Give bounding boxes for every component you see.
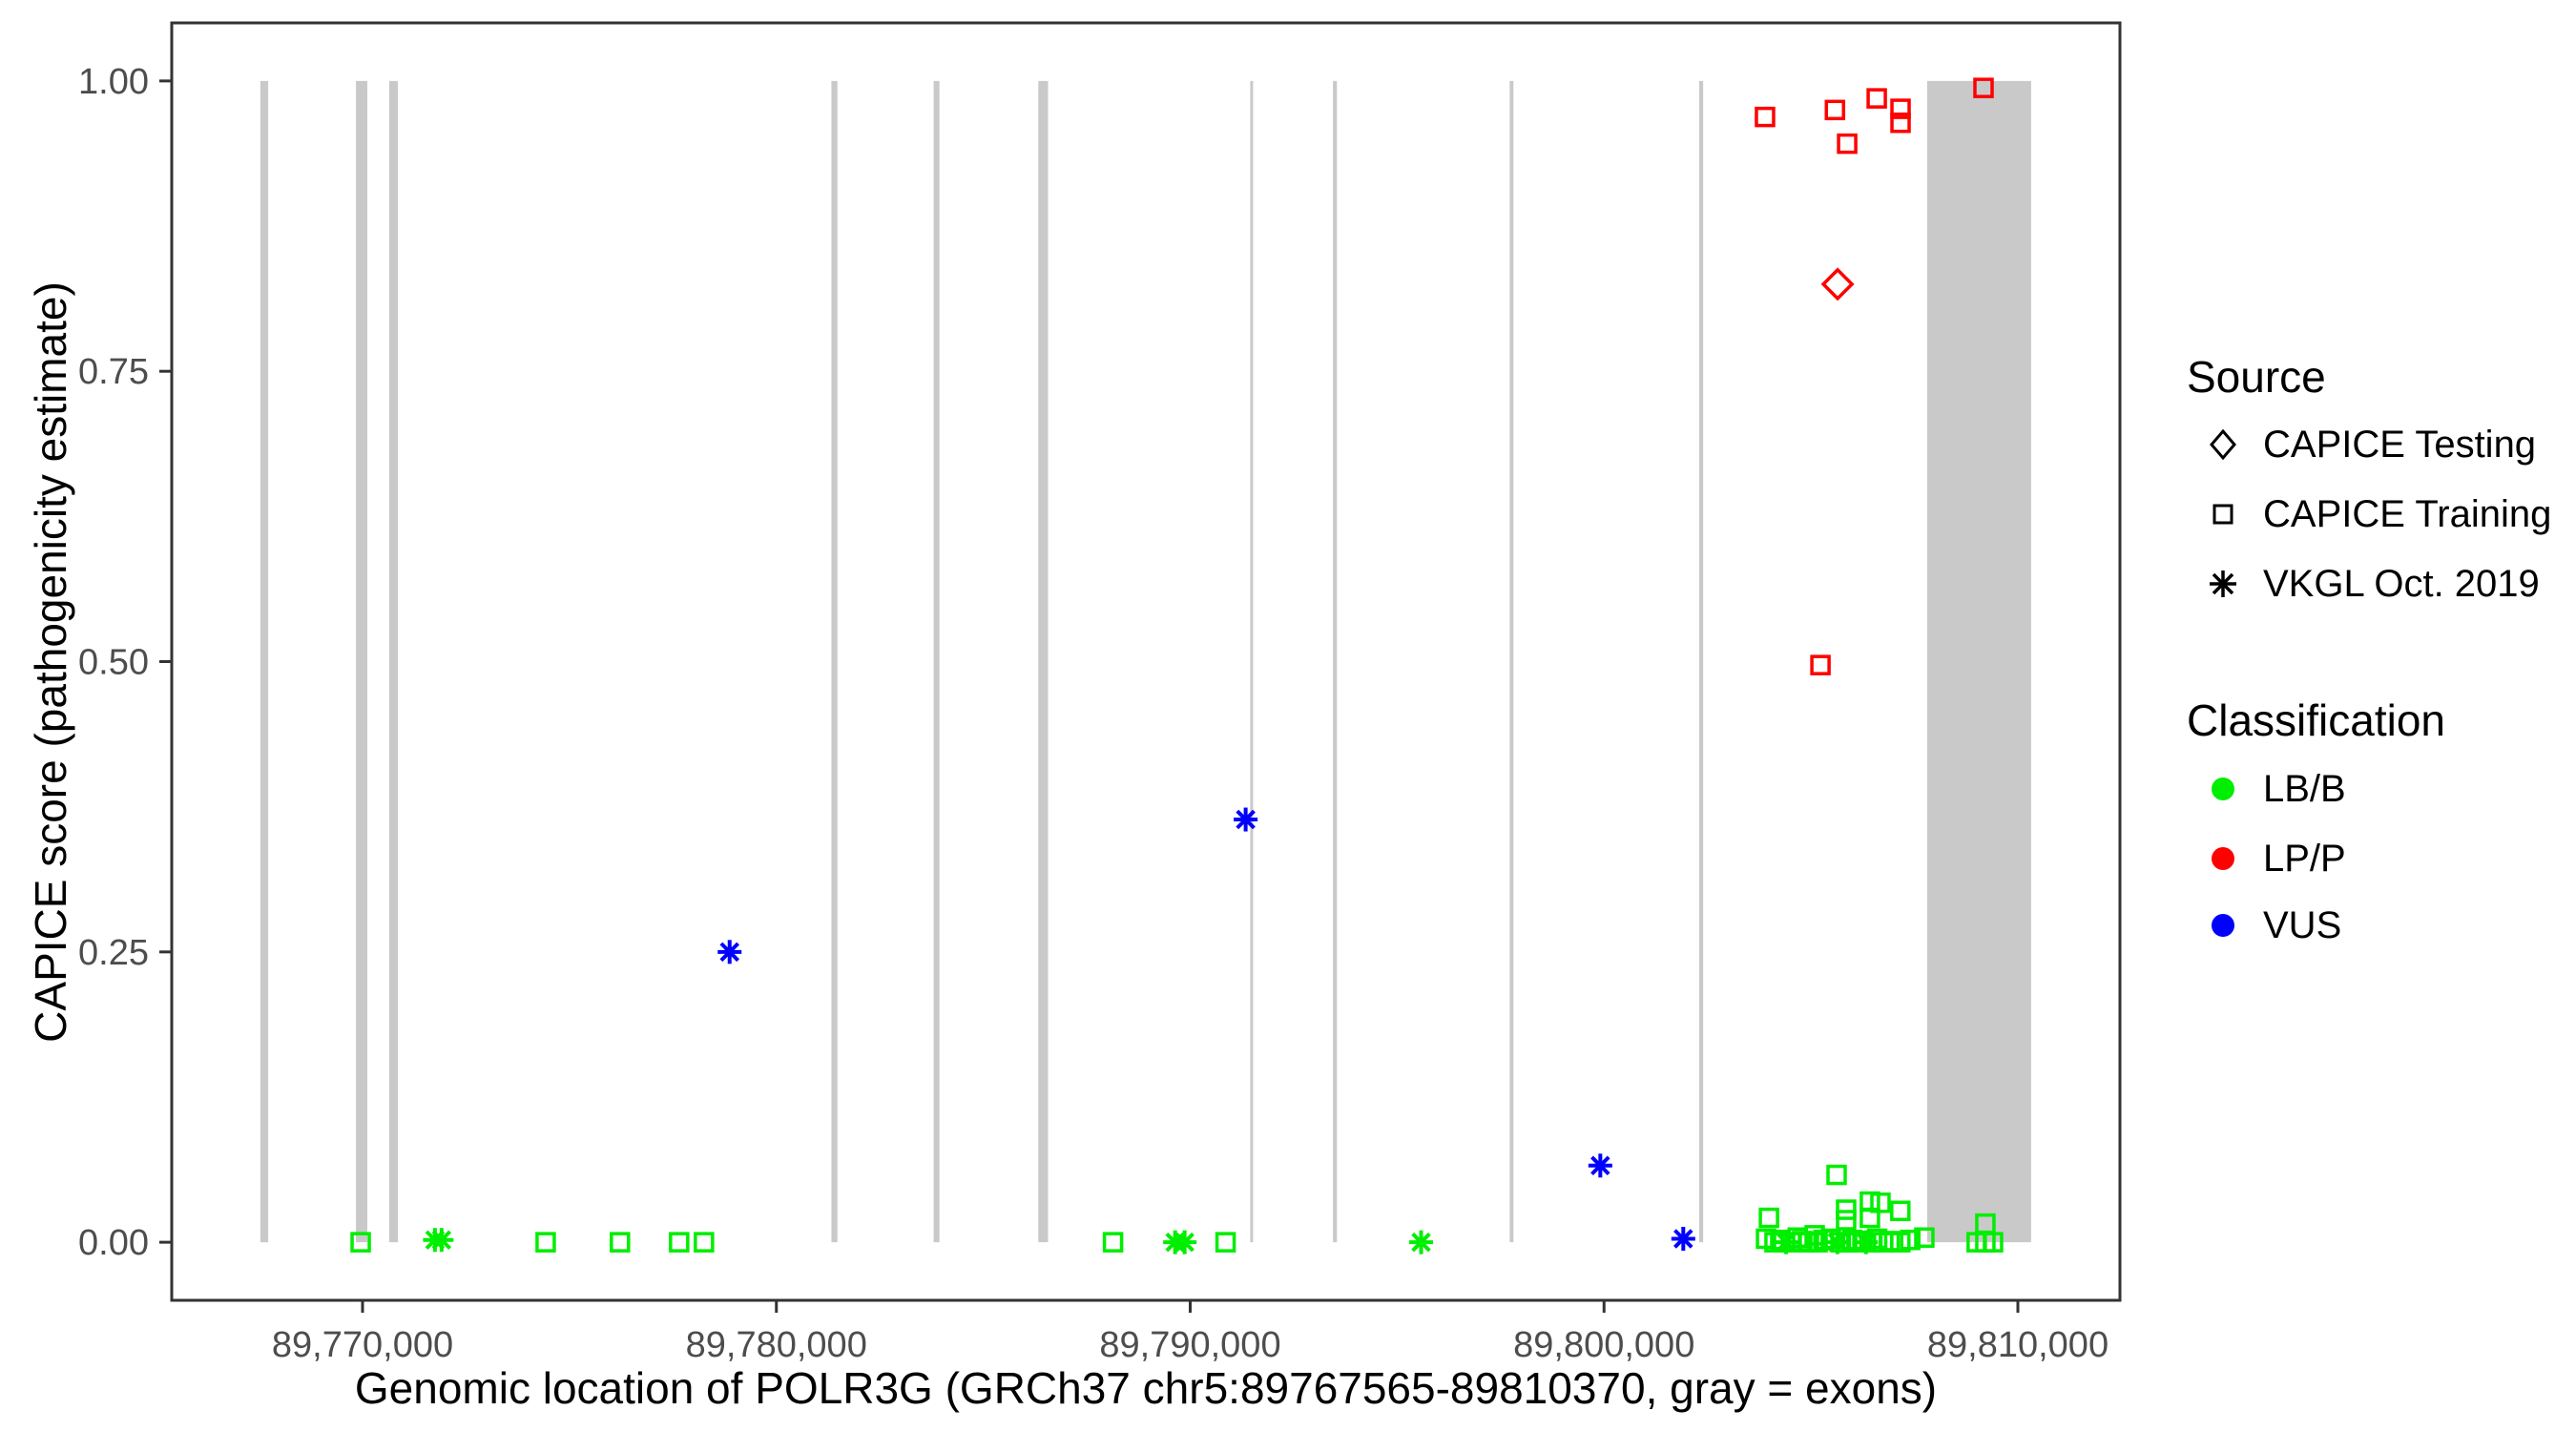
blue-dot-icon <box>2196 899 2250 952</box>
data-point-asterisk-vus <box>719 942 739 963</box>
data-point-square-lpp <box>1837 133 1858 155</box>
data-point-square-lbb <box>694 1232 715 1253</box>
x-tick-label: 89,790,000 <box>1099 1325 1280 1365</box>
legend-item-label: LB/B <box>2263 767 2346 810</box>
data-point-asterisk-vus <box>1673 1229 1693 1249</box>
legend-source-title: Source <box>2187 352 2326 402</box>
exon-bar <box>356 80 367 1243</box>
data-point-square-lbb <box>1826 1164 1847 1186</box>
red-dot-icon <box>2196 832 2250 885</box>
y-tick-label: 1.00 <box>78 62 149 102</box>
legend-item-lbb: LB/B <box>2196 762 2346 816</box>
data-point-square-lpp <box>1890 98 1911 119</box>
data-point-square-lbb <box>1758 1207 1779 1229</box>
data-point-square-lpp <box>1810 654 1831 675</box>
legend-item-label: LP/P <box>2263 837 2346 880</box>
data-point-square-lbb <box>1859 1207 1880 1229</box>
data-point-square-lbb <box>1890 1200 1911 1222</box>
legend-item-label: CAPICE Testing <box>2263 423 2537 466</box>
legend-item-vus: VUS <box>2196 899 2341 952</box>
data-point-asterisk-lbb <box>1827 1232 1848 1253</box>
data-point-square-lbb <box>1870 1192 1891 1213</box>
x-tick-label: 89,800,000 <box>1513 1325 1694 1365</box>
x-tick-label: 89,770,000 <box>272 1325 453 1365</box>
exon-bar <box>831 80 838 1243</box>
legend-item-label: CAPICE Training <box>2263 492 2552 535</box>
data-point-square-lbb <box>1836 1210 1857 1231</box>
data-point-square-lbb <box>1836 1199 1857 1220</box>
data-point-square-lbb <box>350 1232 371 1253</box>
exon-bar <box>1250 80 1254 1243</box>
legend-item-label: VUS <box>2263 903 2342 946</box>
x-axis-title: Genomic location of POLR3G (GRCh37 chr5:… <box>354 1363 1938 1413</box>
data-point-square-lbb <box>669 1232 690 1253</box>
data-point-square-lbb <box>535 1232 556 1253</box>
exon-bar <box>260 80 269 1243</box>
data-point-asterisk-lbb <box>1856 1232 1877 1253</box>
asterisk-icon <box>2196 557 2250 611</box>
exon-bar <box>933 80 940 1243</box>
x-tick-label: 89,780,000 <box>686 1325 867 1365</box>
exon-bar <box>1509 80 1514 1243</box>
data-point-square-lbb <box>1900 1229 1921 1251</box>
square-icon <box>2196 487 2250 541</box>
legend-item-lpp: LP/P <box>2196 832 2346 885</box>
diamond-icon <box>2196 418 2250 471</box>
exon-bar <box>1927 80 2031 1243</box>
data-point-asterisk-lbb <box>431 1230 452 1250</box>
data-point-square-lpp <box>1973 77 1994 98</box>
data-point-square-lbb <box>1879 1231 1901 1252</box>
data-point-square-lpp <box>1890 112 1911 134</box>
green-dot-icon <box>2196 762 2250 816</box>
legend-item-vkgl: VKGL Oct. 2019 <box>2196 557 2540 611</box>
data-point-asterisk-lbb <box>1411 1232 1431 1253</box>
data-point-square-lpp <box>1824 99 1846 121</box>
data-point-asterisk-vus <box>1590 1155 1610 1176</box>
y-axis-title: CAPICE score (pathogenicity estimate) <box>26 281 75 1043</box>
x-tick-label: 89,810,000 <box>1927 1325 2109 1365</box>
data-point-square-lbb <box>1215 1232 1236 1253</box>
y-tick-label: 0.00 <box>78 1223 149 1263</box>
exon-bar <box>1333 80 1338 1243</box>
data-point-asterisk-vus <box>1236 809 1256 830</box>
legend-item-capice-testing: CAPICE Testing <box>2196 418 2536 471</box>
data-point-asterisk-lbb <box>1174 1232 1195 1253</box>
data-point-square-lpp <box>1866 88 1887 109</box>
exon-bar <box>1699 80 1704 1243</box>
exon-bar <box>388 80 399 1243</box>
data-point-square-lbb <box>1914 1227 1935 1249</box>
legend-classification-title: Classification <box>2187 695 2445 745</box>
y-tick-label: 0.25 <box>78 933 149 973</box>
legend-item-capice-training: CAPICE Training <box>2196 487 2551 541</box>
data-point-square-lbb <box>610 1232 631 1253</box>
data-point-square-lpp <box>1755 106 1776 128</box>
y-tick-label: 0.50 <box>78 643 149 683</box>
data-point-asterisk-lbb <box>1776 1232 1797 1253</box>
y-tick-label: 0.75 <box>78 352 149 392</box>
exon-bar <box>1038 80 1049 1243</box>
panel-border <box>170 21 2122 1302</box>
legend-item-label: VKGL Oct. 2019 <box>2263 562 2540 605</box>
data-point-square-lbb <box>1102 1232 1124 1253</box>
data-point-square-lbb <box>1983 1232 2004 1253</box>
data-point-diamond-lpp <box>1820 267 1855 301</box>
